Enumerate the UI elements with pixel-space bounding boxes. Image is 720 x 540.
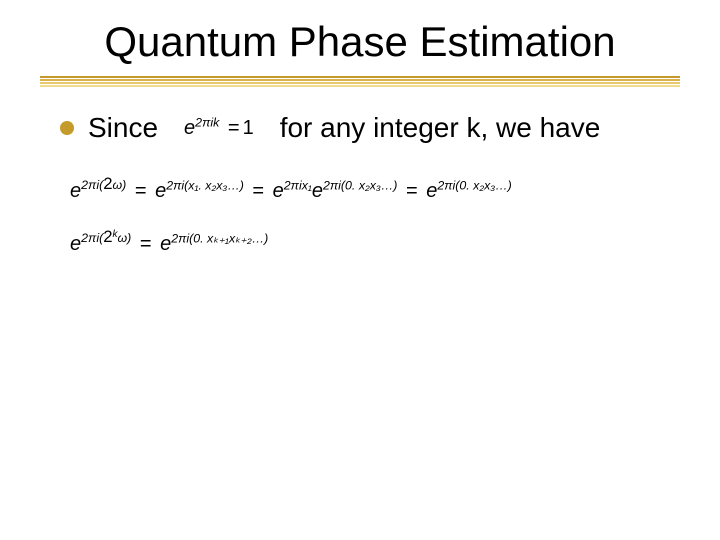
eq1-t2b-base: e xyxy=(312,180,323,202)
eq2-lhs-exp-pre: 2πi( xyxy=(81,231,103,245)
eq2-lhs-base: e xyxy=(70,233,81,255)
equation-1: e2πi(2ω) = e2πi(x₁. x₂x₃…) = e2πix₁e2πi(… xyxy=(70,180,720,203)
rule-line-1 xyxy=(40,76,680,78)
eq1-lhs-exp-pre: 2πi( xyxy=(81,178,103,192)
rule-line-3 xyxy=(40,82,680,84)
eq1-t3-exp: 2πi(0. x₂x₃…) xyxy=(437,178,511,192)
eq2-lhs-exp-post: ω) xyxy=(117,231,131,245)
eq2-lhs-exp-big: 2 xyxy=(103,227,112,246)
eq1-eqsign-3: = xyxy=(403,180,421,202)
bullet-line: Since e2πik =1 for any integer k, we hav… xyxy=(60,112,720,144)
eq1-lhs-exp-post: ω) xyxy=(113,178,127,192)
eq1-t3-base: e xyxy=(426,180,437,202)
eq1-t1-exp: 2πi(x₁. x₂x₃…) xyxy=(166,178,244,192)
rule-line-4 xyxy=(40,85,680,87)
eq1-lhs-exp-big: 2 xyxy=(103,174,112,193)
bullet-pre-text: Since xyxy=(88,112,158,144)
equation-block: e2πi(2ω) = e2πi(x₁. x₂x₃…) = e2πix₁e2πi(… xyxy=(70,180,720,256)
eq1-t2b-exp: 2πi(0. x₂x₃…) xyxy=(323,178,397,192)
bullet-post-text: for any integer k, we have xyxy=(280,112,601,144)
eq2-rhs-exp: 2πi(0. xₖ₊₁xₖ₊₂…) xyxy=(171,231,268,245)
equation-2: e2πi(2kω) = e2πi(0. xₖ₊₁xₖ₊₂…) xyxy=(70,233,720,256)
eq2-rhs-base: e xyxy=(160,233,171,255)
eq1-eqsign-2: = xyxy=(249,180,267,202)
eq1-lhs-base: e xyxy=(70,180,81,202)
eq1-t1-base: e xyxy=(155,180,166,202)
rule-line-2 xyxy=(40,79,680,81)
inline-eq-exp: 2πik xyxy=(195,115,219,129)
page-title: Quantum Phase Estimation xyxy=(0,0,720,66)
bullet-icon xyxy=(60,121,74,135)
inline-equation: e2πik =1 xyxy=(184,117,254,140)
inline-eq-sign: = xyxy=(225,117,243,139)
eq1-eqsign-1: = xyxy=(132,180,150,202)
eq1-t2a-base: e xyxy=(273,180,284,202)
inline-eq-base: e xyxy=(184,117,195,139)
eq2-eqsign: = xyxy=(137,233,155,255)
eq1-t2a-exp: 2πix₁ xyxy=(284,178,312,192)
inline-eq-rhs: 1 xyxy=(243,117,254,139)
title-rule xyxy=(40,76,680,86)
